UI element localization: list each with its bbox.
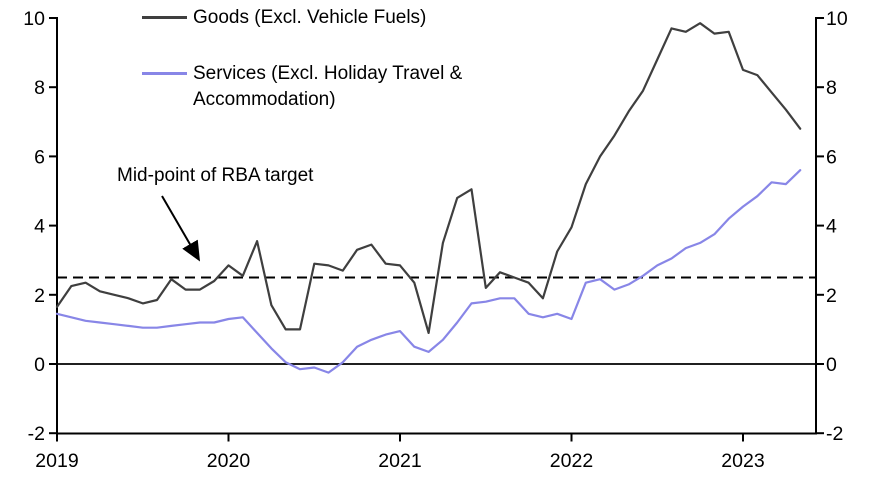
y-tick-label-left: -2: [28, 423, 45, 445]
x-tick-label: 2021: [378, 450, 421, 472]
y-tick-label-right: 2: [826, 285, 837, 307]
x-tick-label: 2020: [207, 450, 251, 472]
y-tick-label-left: 8: [34, 77, 45, 99]
legend-label-services: Services (Excl. Holiday Travel & Accommo…: [193, 63, 463, 110]
y-tick-label-left: 10: [23, 8, 45, 30]
y-tick-label-right: -2: [826, 423, 843, 445]
y-tick-label-left: 4: [34, 216, 45, 238]
annotation-rba-target: Mid-point of RBA target: [117, 165, 314, 186]
x-tick-label: 2019: [35, 450, 78, 472]
y-tick-label-right: 0: [826, 354, 837, 376]
y-tick-label-right: 6: [826, 146, 837, 168]
legend-label-goods: Goods (Excl. Vehicle Fuels): [193, 7, 427, 28]
services-line: [55, 169, 802, 374]
x-tick-label: 2022: [550, 450, 593, 472]
y-tick-label-left: 6: [34, 146, 45, 168]
y-tick-label-left: 2: [34, 285, 45, 307]
annotation-arrow-icon: [161, 195, 201, 262]
y-tick-label-left: 0: [34, 354, 45, 376]
goods-line: [55, 22, 802, 334]
x-tick-label: 2023: [721, 450, 764, 472]
y-tick-label-right: 10: [826, 8, 848, 30]
y-tick-label-right: 8: [826, 77, 837, 99]
y-tick-label-right: 4: [826, 216, 837, 238]
legend-swatch-services: [142, 72, 187, 75]
legend-swatch-goods: [142, 16, 187, 19]
